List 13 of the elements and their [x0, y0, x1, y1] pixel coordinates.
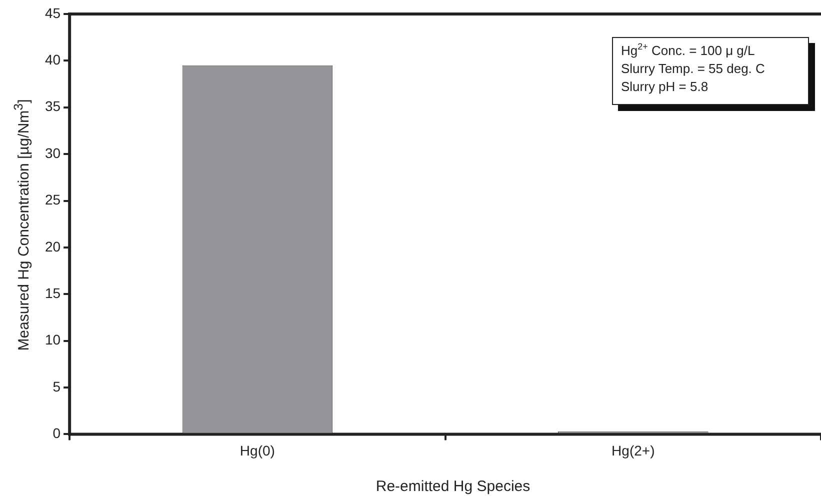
y-tick-label: 15	[44, 284, 61, 301]
y-tick-label: 20	[44, 238, 61, 254]
y-tick-label: 45	[44, 4, 61, 21]
y-tick-label: 35	[44, 98, 61, 114]
y-tick-label: 10	[44, 332, 61, 348]
y-tick-label: 30	[44, 144, 61, 161]
y-tick-label: 25	[44, 192, 61, 208]
x-tick-label: Hg(2+)	[612, 442, 655, 458]
y-tick-label: 5	[52, 378, 61, 394]
y-tick-label: 40	[44, 52, 61, 68]
y-tick-label: 0	[52, 425, 61, 442]
x-tick-label: Hg(0)	[240, 442, 275, 458]
x-axis-title: Re-emitted Hg Species	[376, 478, 530, 495]
